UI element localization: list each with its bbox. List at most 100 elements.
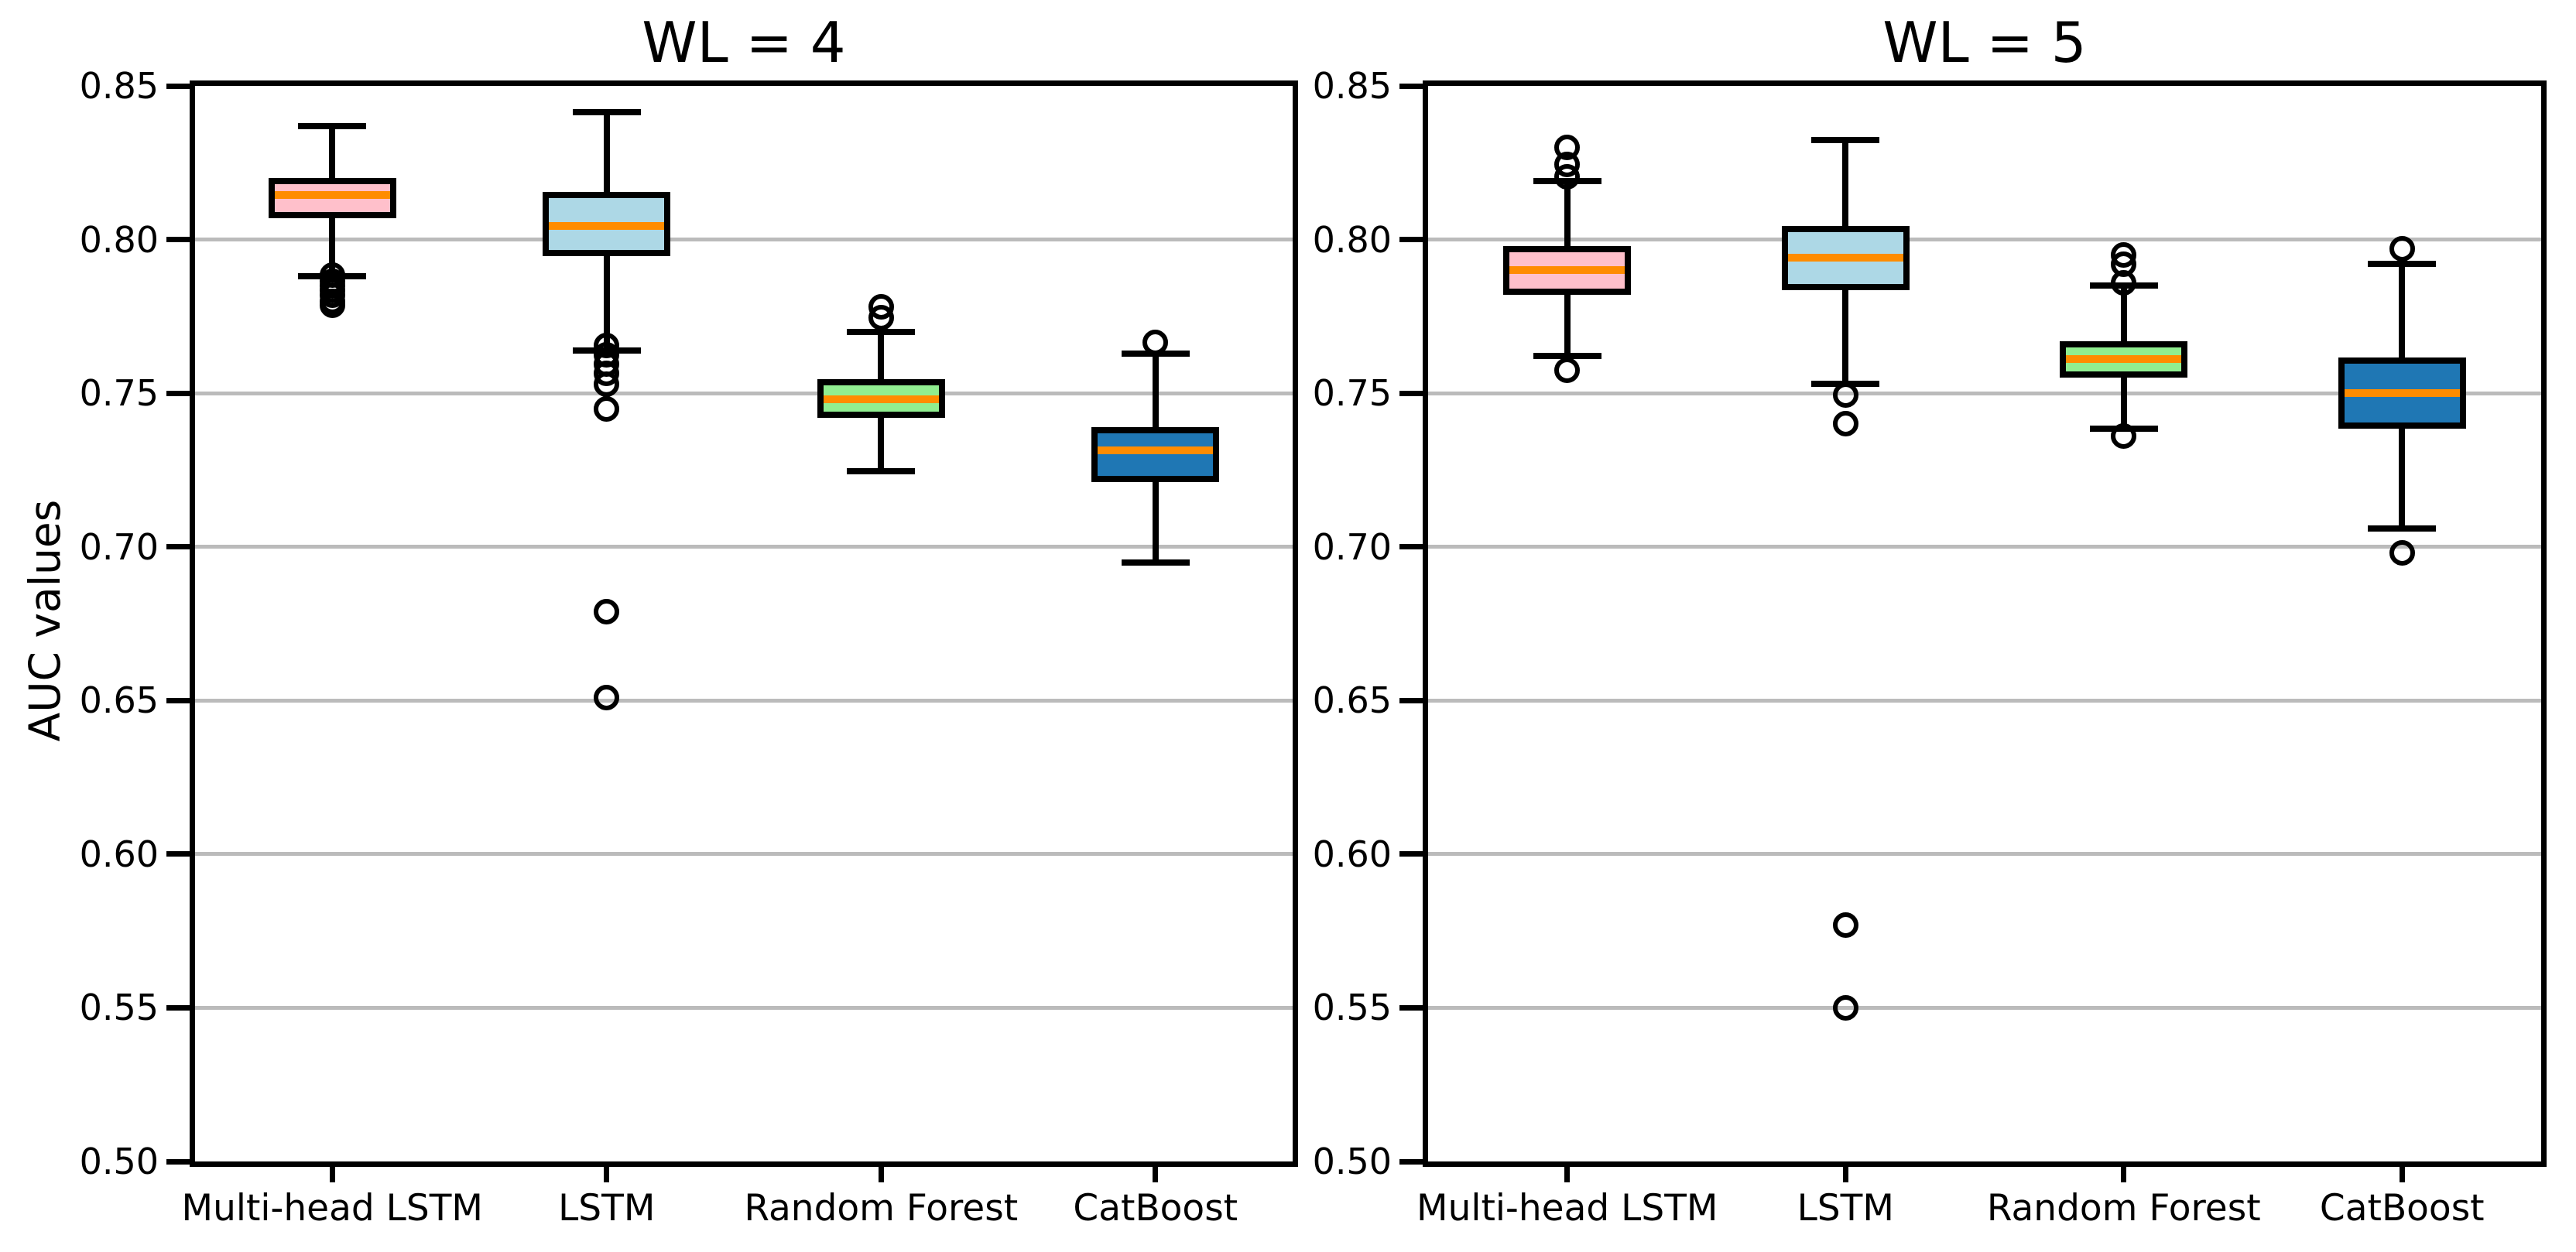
y-tick-label-0.50: 0.50 — [79, 1141, 159, 1182]
y-tick-label-0.60: 0.60 — [79, 833, 159, 875]
median-multi-head-lstm — [274, 190, 390, 199]
y-tick-0.85 — [166, 83, 190, 89]
x-tick-label-lstm: LSTM — [1797, 1187, 1894, 1230]
whisker-cap-high-lstm — [1811, 136, 1880, 143]
median-catboost — [1098, 446, 1214, 454]
y-tick-label-0.55: 0.55 — [79, 987, 159, 1029]
x-tick-label-random-forest: Random Forest — [744, 1187, 1019, 1230]
gridline-0.65 — [1428, 698, 2541, 703]
whisker-lower-multi-head-lstm — [1564, 295, 1571, 357]
x-tick-catboost — [1153, 1167, 1159, 1182]
whisker-upper-multi-head-lstm — [1564, 181, 1571, 246]
subplot-wl5: WL = 5 0.85 0.80 0.75 0.70 0.65 0.60 0.55 0.50 M… — [1313, 10, 2547, 1230]
y-tick-label-0.50: 0.50 — [1312, 1141, 1392, 1182]
subplot-wl4-title: WL = 4 — [642, 10, 846, 75]
x-tick-label-catboost: CatBoost — [2319, 1187, 2485, 1230]
outlier-lstm-2 — [1832, 912, 1858, 938]
whisker-cap-high-catboost — [2368, 261, 2437, 268]
x-tick-label-multi-head-lstm: Multi-head LSTM — [1416, 1187, 1718, 1230]
x-tick-label-random-forest: Random Forest — [1986, 1187, 2261, 1230]
y-tick-0.85 — [1399, 83, 1423, 89]
outlier-catboost-0 — [1142, 330, 1169, 356]
y-tick-label-0.65: 0.65 — [1312, 679, 1392, 722]
gridline-0.75 — [1428, 391, 2541, 395]
y-tick-0.75 — [1399, 390, 1423, 396]
x-tick-catboost — [2399, 1167, 2405, 1182]
whisker-lower-lstm — [1842, 290, 1849, 385]
whisker-lower-catboost — [2399, 428, 2406, 529]
gridline-0.75 — [195, 391, 1293, 395]
y-tick-label-0.80: 0.80 — [1312, 218, 1392, 261]
x-tick-multi-head-lstm — [1564, 1167, 1571, 1182]
x-tick-random-forest — [878, 1167, 884, 1182]
y-tick-0.80 — [1399, 237, 1423, 243]
whisker-upper-multi-head-lstm — [329, 125, 336, 179]
whisker-upper-lstm — [1842, 139, 1849, 226]
whisker-lower-multi-head-lstm — [329, 217, 336, 277]
x-tick-lstm — [1842, 1167, 1848, 1182]
y-tick-0.50 — [166, 1158, 190, 1165]
whisker-upper-catboost — [1152, 353, 1159, 427]
whisker-upper-random-forest — [2120, 286, 2127, 341]
whisker-cap-low-catboost — [1121, 559, 1190, 566]
outlier-lstm-0 — [1832, 381, 1858, 408]
y-tick-label-0.60: 0.60 — [1312, 833, 1392, 875]
outlier-multi-head-lstm-3 — [1554, 357, 1581, 383]
gridline-0.55 — [1428, 1005, 2541, 1010]
outlier-lstm-7 — [594, 684, 620, 710]
y-tick-0.50 — [1399, 1158, 1423, 1165]
gridline-0.80 — [195, 238, 1293, 242]
gridline-0.55 — [195, 1005, 1293, 1010]
gridline-0.65 — [195, 698, 1293, 703]
y-tick-label-0.70: 0.70 — [1312, 525, 1392, 568]
outlier-random-forest-3 — [2111, 423, 2137, 450]
outlier-random-forest-1 — [868, 305, 894, 331]
whisker-lower-catboost — [1152, 482, 1159, 563]
whisker-cap-high-lstm — [572, 108, 641, 115]
median-lstm — [549, 221, 665, 230]
x-tick-multi-head-lstm — [329, 1167, 335, 1182]
subplot-wl4: WL = 4 0.85 0.80 0.75 0.70 0.65 0.60 0.55 0.50 M… — [80, 10, 1298, 1230]
y-tick-0.70 — [166, 544, 190, 550]
whisker-cap-low-catboost — [2368, 525, 2437, 532]
median-multi-head-lstm — [1509, 266, 1625, 275]
median-random-forest — [2066, 355, 2182, 364]
y-tick-0.70 — [1399, 544, 1423, 550]
outlier-random-forest-2 — [2111, 269, 2137, 296]
y-tick-label-0.80: 0.80 — [79, 218, 159, 261]
whisker-lower-random-forest — [878, 417, 885, 472]
gridline-0.70 — [195, 545, 1293, 549]
x-tick-label-multi-head-lstm: Multi-head LSTM — [181, 1187, 483, 1230]
box-catboost — [1091, 426, 1220, 483]
whisker-cap-high-multi-head-lstm — [298, 122, 367, 129]
y-tick-label-0.85: 0.85 — [79, 65, 159, 107]
outlier-lstm-6 — [594, 598, 620, 624]
whisker-cap-high-random-forest — [847, 328, 916, 335]
median-random-forest — [823, 395, 939, 404]
whisker-upper-random-forest — [878, 331, 885, 380]
y-tick-label-0.55: 0.55 — [1312, 987, 1392, 1029]
y-tick-0.55 — [1399, 1004, 1423, 1011]
y-tick-label-0.65: 0.65 — [79, 679, 159, 722]
y-tick-0.65 — [1399, 697, 1423, 703]
gridline-0.80 — [1428, 238, 2541, 242]
y-tick-0.80 — [166, 237, 190, 243]
subplot-wl5-title: WL = 5 — [1882, 10, 2087, 75]
x-tick-lstm — [604, 1167, 610, 1182]
outlier-lstm-4 — [594, 371, 620, 397]
whisker-cap-low-random-forest — [847, 468, 916, 475]
x-tick-label-catboost: CatBoost — [1073, 1187, 1238, 1230]
gridline-0.60 — [195, 852, 1293, 857]
y-tick-0.65 — [166, 697, 190, 703]
median-lstm — [1787, 254, 1903, 262]
y-tick-0.60 — [1399, 851, 1423, 857]
whisker-lower-lstm — [603, 256, 610, 351]
whisker-upper-lstm — [603, 111, 610, 192]
outlier-lstm-1 — [1832, 411, 1858, 437]
gridline-0.60 — [1428, 852, 2541, 857]
y-tick-label-0.85: 0.85 — [1312, 65, 1392, 107]
y-tick-label-0.75: 0.75 — [79, 372, 159, 415]
gridline-0.70 — [1428, 545, 2541, 549]
y-tick-0.60 — [166, 851, 190, 857]
whisker-cap-low-multi-head-lstm — [1533, 353, 1601, 360]
